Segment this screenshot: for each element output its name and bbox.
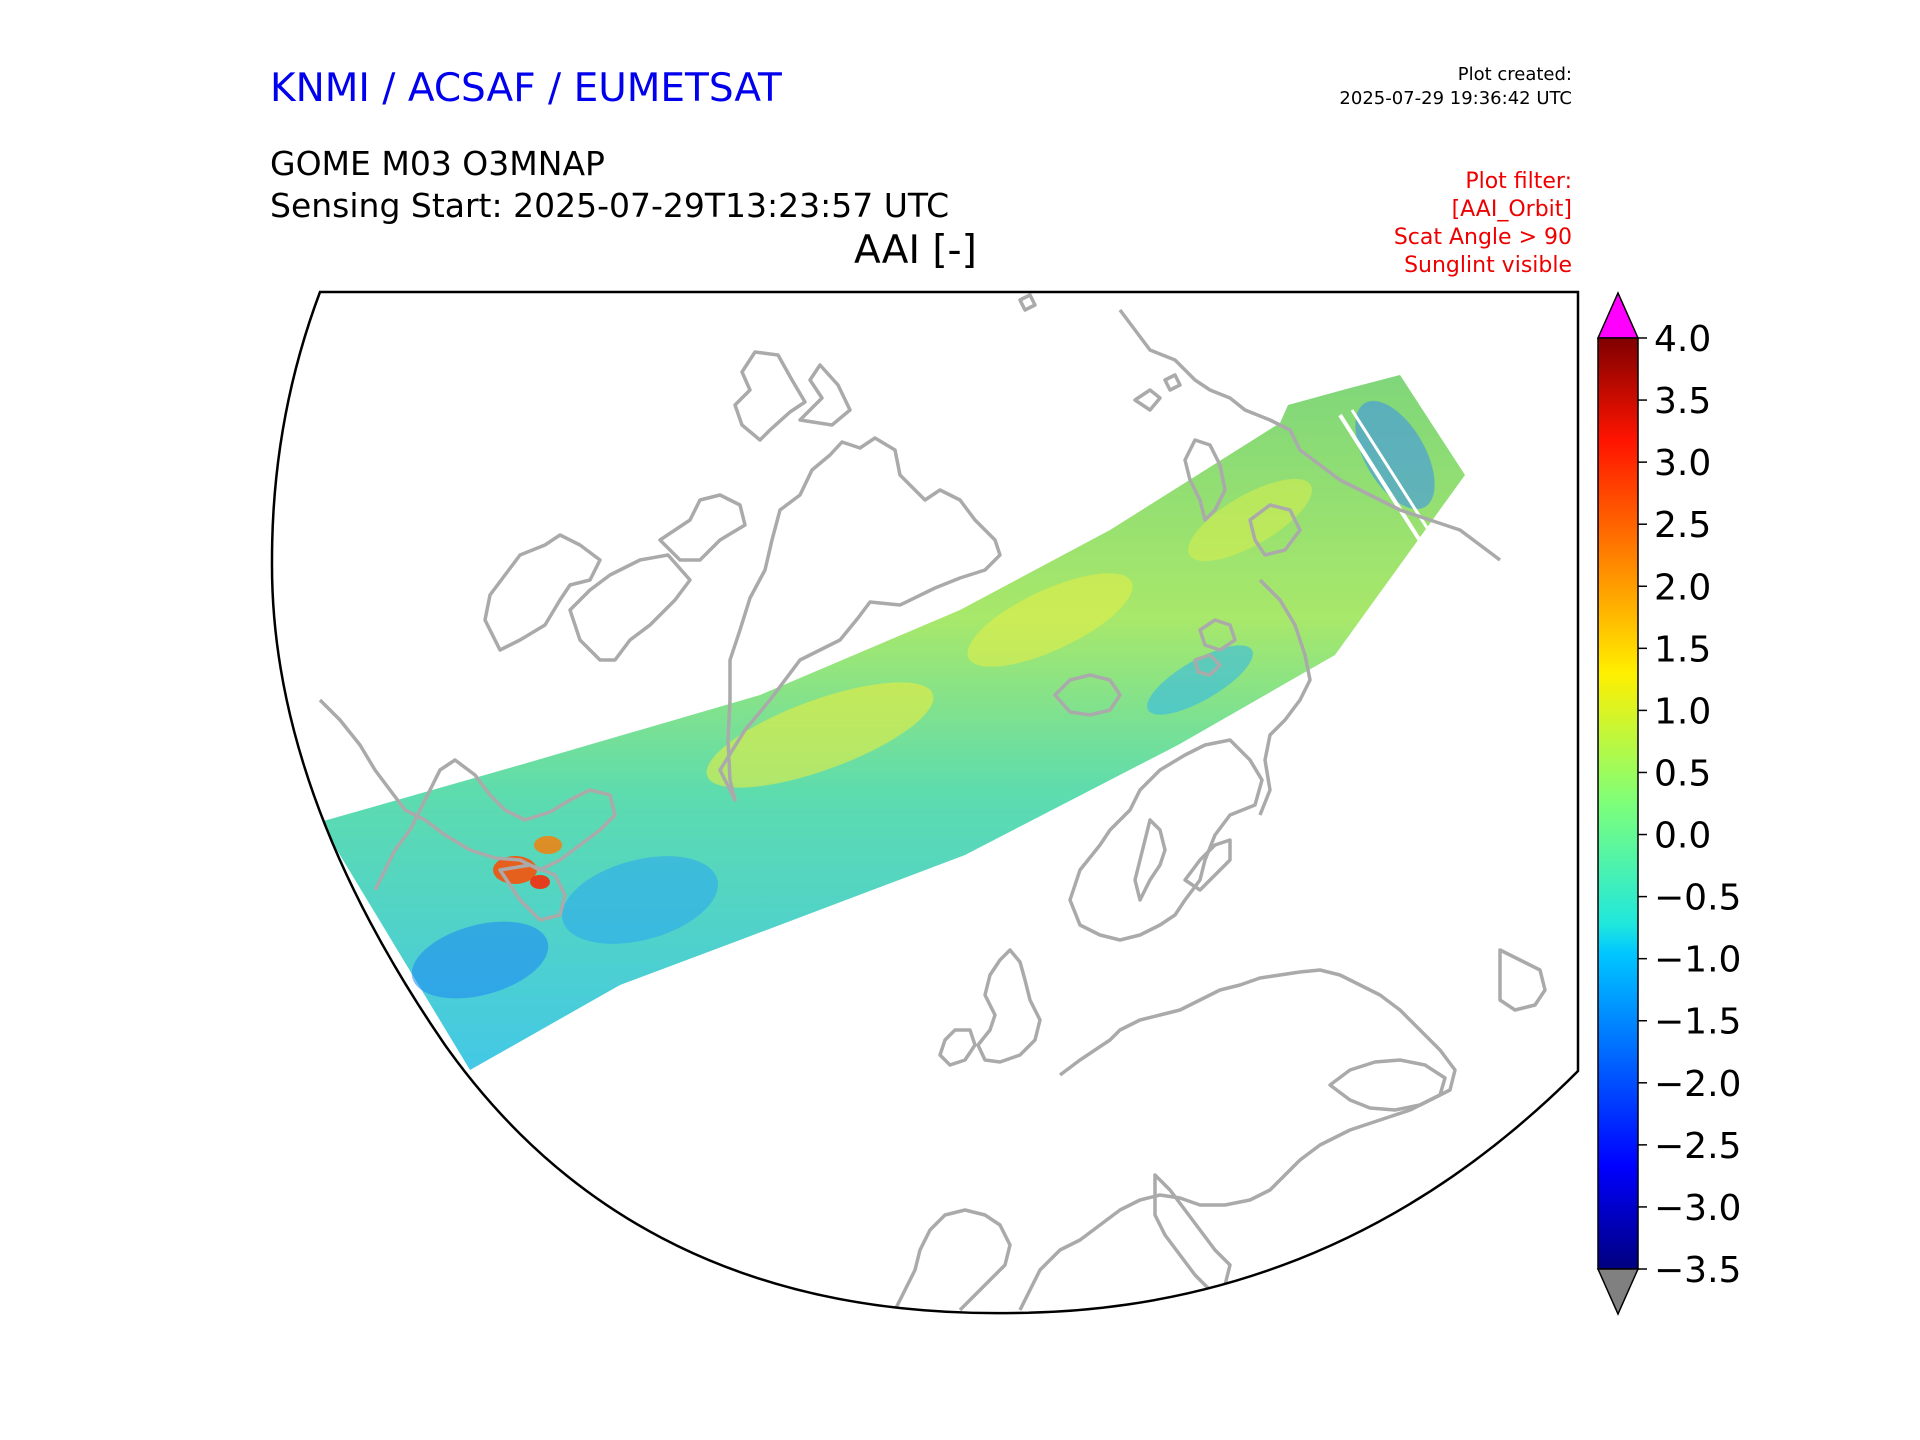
- colorbar-tick-label: −3.0: [1654, 1188, 1741, 1229]
- colorbar-tick-label: 2.5: [1654, 505, 1711, 546]
- coastline-caspian: [1498, 948, 1547, 1012]
- colorbar-tick-label: 3.5: [1654, 381, 1711, 422]
- coastline-iberia: [893, 1208, 1012, 1312]
- colorbar-tick-label: 4.0: [1654, 319, 1711, 360]
- coastline-svalbard: [1193, 618, 1237, 677]
- map-frame: [270, 290, 1580, 1315]
- colorbar-tick-label: 0.0: [1654, 816, 1711, 857]
- colorbar-tick-label: 2.0: [1654, 567, 1711, 608]
- organization-title: KNMI / ACSAF / EUMETSAT: [270, 66, 782, 111]
- colorbar-tick-label: 1.5: [1654, 629, 1711, 670]
- sensing-start: Sensing Start: 2025-07-29T13:23:57 UTC: [270, 186, 950, 225]
- plot-filter-line: Sunglint visible: [1404, 253, 1572, 278]
- coastline-siberia-south: [1258, 578, 1312, 816]
- colorbar-over-extension: [1596, 291, 1640, 339]
- colorbar: 4.0 3.5 3.0 2.5 2.0 1.5 1.0 0.5 0.0 −0.5 −1.0 −1.5 −…: [1596, 291, 1741, 1316]
- coastline-greenland: [718, 436, 1002, 802]
- coastline-black-sea: [1328, 1058, 1447, 1112]
- variable-title: AAI [-]: [854, 228, 977, 273]
- colorbar-tick-label: −2.0: [1654, 1064, 1741, 1105]
- coastlines: [318, 293, 1547, 1312]
- coastline-uk: [938, 948, 1042, 1067]
- colorbar-gradient: [1597, 337, 1639, 1270]
- coastline-hudson-bay: [498, 863, 567, 922]
- colorbar-tick-label: −0.5: [1654, 878, 1741, 919]
- coastline-arctic-islands: [483, 493, 747, 652]
- colorbar-tick-label: 1.0: [1654, 691, 1711, 732]
- plot-filter-line: Plot filter:: [1465, 169, 1572, 194]
- coastline-europe-mainland: [1018, 968, 1457, 1311]
- colorbar-tick-label: −3.5: [1654, 1250, 1741, 1291]
- colorbar-under-extension: [1596, 1268, 1640, 1316]
- plot-filter-line: [AAI_Orbit]: [1451, 197, 1572, 222]
- coastline-italy: [1153, 1173, 1232, 1292]
- colorbar-tick-label: −1.0: [1654, 940, 1741, 981]
- product-title: GOME M03 O3MNAP: [270, 144, 605, 183]
- colorbar-tick-label: 0.5: [1654, 753, 1711, 794]
- plot-created-label: Plot created:: [1457, 64, 1572, 85]
- coastline-novaya-zemlya: [1183, 438, 1302, 557]
- coastline-north-america: [318, 698, 617, 891]
- plot-created-timestamp: 2025-07-29 19:36:42 UTC: [1339, 88, 1572, 109]
- coastline-iceland: [1053, 673, 1122, 717]
- coastline-scandinavia-inner: [1133, 818, 1232, 902]
- coastline-baffin: [568, 553, 692, 662]
- coastline-ellesmere: [733, 350, 852, 442]
- colorbar-tick-label: 3.0: [1654, 443, 1711, 484]
- colorbar-tick-label: −2.5: [1654, 1126, 1741, 1167]
- coastline-small-isles: [1018, 293, 1182, 412]
- map-area: [318, 293, 1547, 1312]
- coastline-siberia: [1118, 308, 1502, 562]
- plot-filter-line: Scat Angle > 90: [1393, 225, 1572, 250]
- colorbar-tick-label: −1.5: [1654, 1002, 1741, 1043]
- coastline-europe-north: [1068, 738, 1264, 942]
